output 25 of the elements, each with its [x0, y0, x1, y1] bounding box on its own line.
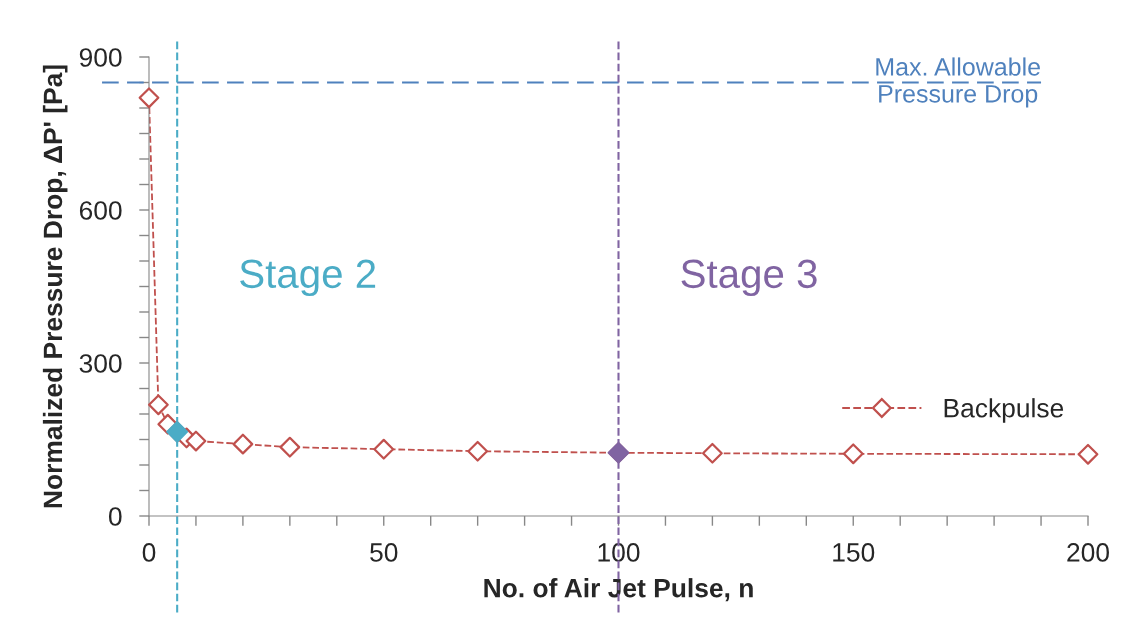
- point: [701, 442, 723, 464]
- x-tick-label: 0: [142, 543, 156, 562]
- point: [185, 430, 207, 452]
- point: [373, 438, 395, 460]
- x-axis-title: No. of Air Jet Pulse, n: [484, 578, 753, 602]
- ref-line-label: Max. Allowable Pressure Drop: [876, 57, 1040, 108]
- y-tick-label: 300: [79, 354, 122, 373]
- point: [147, 394, 169, 416]
- y-axis-title: Normalized Pressure Drop, ΔP' [Pa]: [42, 65, 68, 508]
- point: [1077, 443, 1099, 465]
- x-tick-label: 200: [1067, 543, 1109, 562]
- point: [138, 87, 160, 109]
- point: [842, 443, 864, 465]
- y-tick-label: 900: [79, 48, 122, 67]
- point: [232, 433, 254, 455]
- point: [279, 436, 301, 458]
- point: [467, 440, 489, 462]
- x-tick-label: 50: [370, 543, 398, 562]
- x-tick-label: 150: [833, 543, 875, 562]
- y-tick-label: 0: [108, 507, 122, 526]
- legend-label: Backpulse: [944, 398, 1064, 423]
- ref-line-label: Stage 3: [681, 259, 817, 297]
- y-tick-label: 600: [79, 201, 122, 220]
- x-tick-label: 100: [598, 543, 640, 562]
- ref-line-label: Stage 2: [240, 259, 376, 297]
